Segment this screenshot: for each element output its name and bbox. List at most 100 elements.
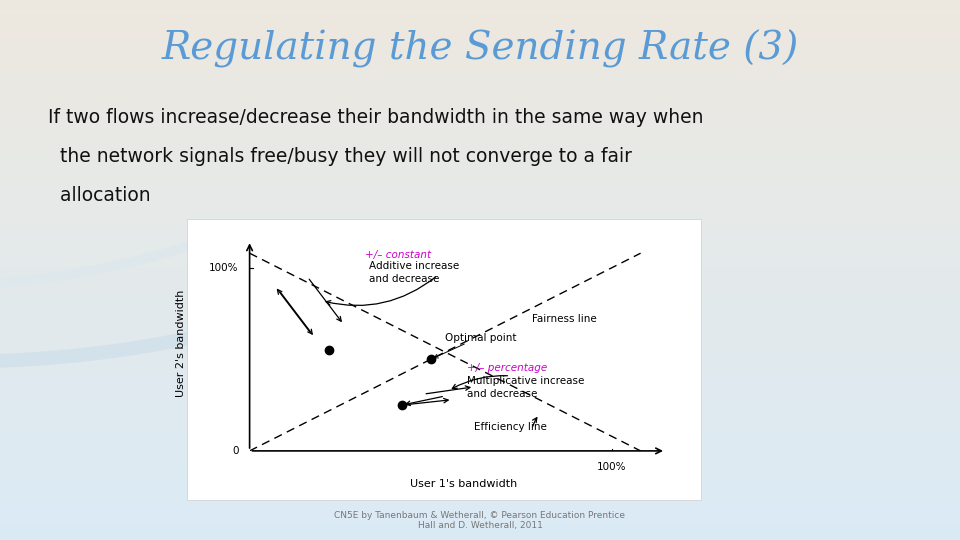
Bar xyxy=(0,243,960,246)
Bar xyxy=(0,346,960,348)
Bar xyxy=(0,286,960,289)
Bar xyxy=(0,240,960,243)
Bar xyxy=(0,119,960,122)
Bar xyxy=(0,216,960,219)
Bar xyxy=(0,505,960,508)
Bar xyxy=(0,410,960,413)
Bar xyxy=(0,135,960,138)
Bar xyxy=(0,405,960,408)
Bar xyxy=(0,486,960,489)
Bar xyxy=(0,224,960,227)
Bar xyxy=(0,392,960,394)
Bar xyxy=(0,305,960,308)
Bar xyxy=(0,143,960,146)
Bar xyxy=(0,448,960,451)
Bar xyxy=(0,470,960,472)
Bar xyxy=(0,529,960,532)
Bar xyxy=(0,270,960,273)
Bar xyxy=(0,289,960,292)
Bar xyxy=(0,294,960,297)
Bar xyxy=(0,462,960,464)
Bar xyxy=(0,481,960,483)
Bar xyxy=(0,159,960,162)
Bar xyxy=(0,35,960,38)
Text: User 2's bandwidth: User 2's bandwidth xyxy=(177,289,186,396)
Bar xyxy=(0,5,960,8)
Bar xyxy=(0,132,960,135)
Bar xyxy=(0,211,960,213)
Bar xyxy=(0,524,960,526)
Bar xyxy=(0,148,960,151)
Bar xyxy=(0,373,960,375)
Bar xyxy=(0,437,960,440)
Bar xyxy=(0,78,960,81)
Bar xyxy=(0,535,960,537)
Bar xyxy=(0,427,960,429)
Bar xyxy=(0,329,960,332)
Bar xyxy=(0,300,960,302)
Bar xyxy=(0,14,960,16)
Bar xyxy=(0,278,960,281)
Bar xyxy=(0,49,960,51)
Bar xyxy=(0,467,960,470)
Bar xyxy=(0,235,960,238)
Bar xyxy=(0,332,960,335)
Bar xyxy=(0,451,960,454)
Text: the network signals free/busy they will not converge to a fair: the network signals free/busy they will … xyxy=(48,147,632,166)
Bar xyxy=(0,321,960,324)
Bar xyxy=(0,213,960,216)
Bar xyxy=(0,186,960,189)
Bar xyxy=(0,202,960,205)
Bar xyxy=(0,440,960,443)
Bar xyxy=(0,89,960,92)
Bar xyxy=(0,364,960,367)
Bar xyxy=(0,508,960,510)
Bar xyxy=(0,494,960,497)
Bar xyxy=(0,57,960,59)
Bar xyxy=(0,38,960,40)
Bar xyxy=(0,378,960,381)
Bar xyxy=(0,103,960,105)
Bar xyxy=(0,40,960,43)
Bar xyxy=(0,84,960,86)
Bar xyxy=(0,408,960,410)
Bar xyxy=(0,424,960,427)
Bar xyxy=(0,46,960,49)
Bar xyxy=(0,8,960,11)
Bar xyxy=(0,518,960,521)
Bar xyxy=(0,146,960,148)
Bar xyxy=(0,0,960,3)
Text: allocation: allocation xyxy=(48,186,151,205)
Bar xyxy=(0,68,960,70)
Bar xyxy=(0,516,960,518)
Bar xyxy=(0,370,960,373)
Bar xyxy=(0,27,960,30)
Text: 100%: 100% xyxy=(209,263,239,273)
Bar xyxy=(0,275,960,278)
Bar xyxy=(0,362,960,364)
Bar xyxy=(0,181,960,184)
Bar xyxy=(0,521,960,524)
Bar xyxy=(0,173,960,176)
Bar xyxy=(0,167,960,170)
Bar xyxy=(0,189,960,192)
Bar xyxy=(0,526,960,529)
Bar xyxy=(0,472,960,475)
Bar xyxy=(0,184,960,186)
Bar xyxy=(0,256,960,259)
Bar xyxy=(0,254,960,256)
Bar xyxy=(0,400,960,402)
Bar xyxy=(0,22,960,24)
Bar xyxy=(0,230,960,232)
Bar xyxy=(0,351,960,354)
Bar xyxy=(0,418,960,421)
Bar xyxy=(0,140,960,143)
Text: 100%: 100% xyxy=(597,462,626,472)
Bar xyxy=(0,59,960,62)
Bar xyxy=(0,510,960,513)
Bar xyxy=(0,483,960,486)
Bar xyxy=(0,111,960,113)
Bar xyxy=(0,478,960,481)
Bar xyxy=(0,92,960,94)
Bar xyxy=(0,491,960,494)
